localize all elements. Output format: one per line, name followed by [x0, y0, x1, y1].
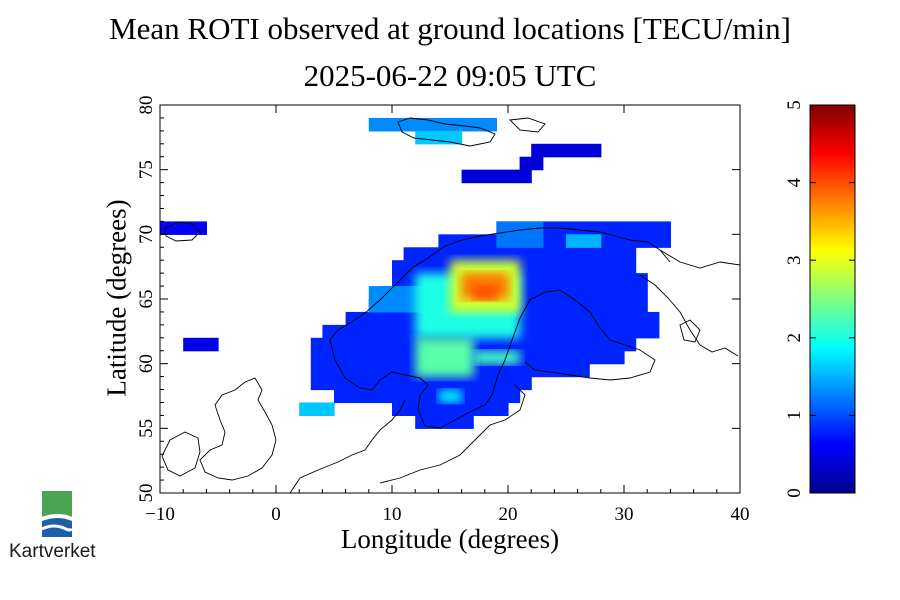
roti-cell	[403, 247, 637, 261]
x-tick-label: 0	[271, 504, 281, 525]
colorbar-tick-label: 0	[784, 488, 805, 498]
roti-cell	[415, 415, 474, 429]
roti-cell	[310, 376, 532, 391]
y-tick-label: 50	[136, 484, 157, 503]
colorbar-gradient	[809, 104, 856, 494]
x-tick-label: 30	[615, 504, 634, 525]
logo-text: Kartverket	[9, 541, 96, 562]
coastline-baltic	[379, 384, 526, 484]
plot-axes: −10 0 10 20 30 40 50 55 60 65 70 75 80	[136, 96, 750, 526]
roti-cell	[473, 350, 521, 365]
y-tick-label: 60	[136, 354, 157, 373]
y-axis-label: Latitude (degrees)	[101, 199, 132, 397]
colorbar: 0 1 2 3 4 5	[784, 100, 856, 498]
roti-cell	[392, 402, 509, 416]
colorbar-tick-label: 1	[784, 411, 805, 421]
roti-cells	[160, 117, 671, 429]
colorbar-tick-label: 5	[784, 100, 805, 110]
chart-subtitle: 2025-06-22 09:05 UTC	[303, 58, 597, 93]
y-tick-label: 70	[136, 225, 157, 244]
roti-cell	[519, 156, 544, 171]
colorbar-tick-label: 2	[784, 333, 805, 343]
x-tick-label: 40	[731, 504, 750, 525]
roti-cell	[461, 169, 532, 184]
y-tick-label: 65	[136, 290, 157, 309]
roti-cell	[368, 117, 497, 132]
x-tick-label: 20	[499, 504, 518, 525]
coastline-ireland	[161, 431, 201, 477]
roti-cell	[299, 402, 335, 416]
y-tick-label: 80	[136, 96, 157, 115]
roti-cell	[496, 221, 544, 248]
coastline-europe	[289, 399, 406, 493]
coastline-scandinavia	[329, 227, 671, 341]
roti-cell	[566, 234, 602, 248]
coastline-britain	[199, 377, 277, 481]
roti-cell	[160, 221, 207, 235]
coastlines	[161, 117, 740, 493]
coastline-white-sea	[639, 274, 739, 357]
coastline-russia	[659, 249, 740, 269]
roti-cell	[531, 143, 602, 158]
roti-cell	[415, 337, 474, 378]
colorbar-tick-label: 3	[784, 255, 805, 265]
y-tick-label: 55	[136, 419, 157, 438]
coastline-svalbard	[397, 117, 496, 147]
roti-cell	[473, 286, 497, 300]
coastline-finland	[524, 289, 656, 381]
x-tick-label: 10	[383, 504, 402, 525]
y-tick-label: 75	[136, 160, 157, 179]
chart-title: Mean ROTI observed at ground locations […	[109, 11, 791, 46]
coastline-svalbard-east	[509, 117, 546, 133]
x-tick-label: −10	[145, 504, 175, 525]
roti-cell	[415, 130, 463, 145]
coastline-iceland	[164, 221, 201, 242]
kartverket-logo-icon	[41, 491, 74, 537]
roti-cell	[438, 389, 463, 404]
coastline-sweden-east	[329, 289, 561, 429]
colorbar-tick-label: 4	[784, 177, 805, 187]
coastline-lake	[679, 319, 701, 343]
x-axis-label: Longitude (degrees)	[340, 524, 560, 554]
roti-cell	[183, 337, 219, 352]
roti-cell	[334, 389, 521, 404]
